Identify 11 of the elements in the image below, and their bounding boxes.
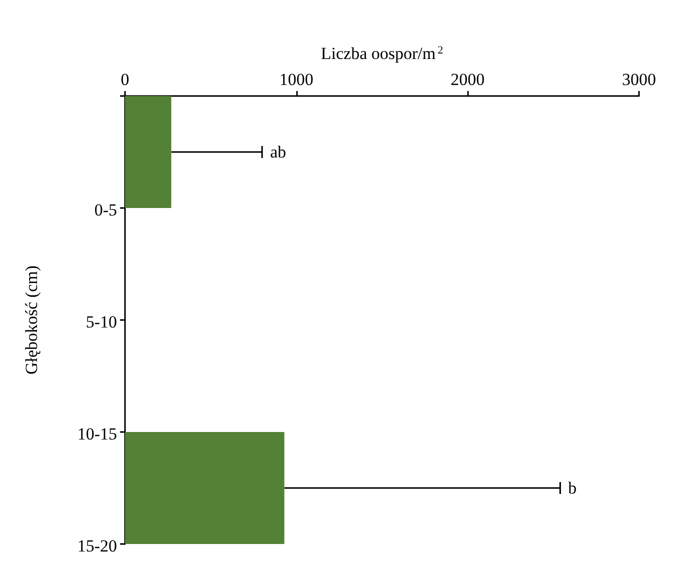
annotation: ab [270,142,286,162]
y-tick-label: 5-10 [86,312,117,332]
x-tick-label: 2000 [450,70,485,89]
y-tick-label: 0-5 [94,200,117,220]
y-tick-label: 10-15 [77,424,117,444]
x-tick-label: 0 [120,70,130,89]
x-tick-label: 3000 [622,70,656,89]
y-axis-title: Głębokość (cm) [22,265,41,375]
y-tick-label: 15-20 [77,536,117,556]
annotation: b [568,478,577,498]
x-tick-label: 1000 [279,70,314,89]
